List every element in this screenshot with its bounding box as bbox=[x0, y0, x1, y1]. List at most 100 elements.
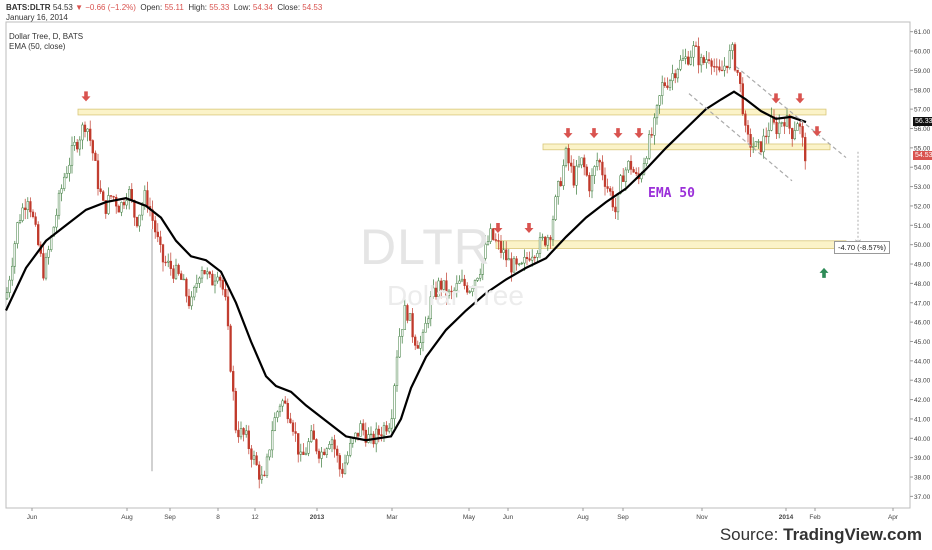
candle-body bbox=[492, 228, 495, 240]
candle-body bbox=[668, 80, 672, 88]
candle-body bbox=[541, 236, 544, 239]
y-tick-label: 48.00 bbox=[914, 281, 931, 288]
x-tick-label: 12 bbox=[251, 514, 259, 521]
candle-body bbox=[796, 123, 799, 131]
candle-body bbox=[341, 468, 344, 474]
candle-body bbox=[96, 160, 100, 189]
candle-body bbox=[180, 273, 183, 280]
candle-body bbox=[765, 135, 768, 138]
candle-body bbox=[440, 280, 443, 290]
candle-body bbox=[694, 45, 698, 47]
candle-body bbox=[798, 123, 802, 127]
candle-body bbox=[429, 296, 432, 320]
candle-body bbox=[583, 157, 586, 168]
candle-body bbox=[546, 237, 549, 246]
candle-body bbox=[778, 122, 781, 135]
candle-body bbox=[424, 323, 427, 333]
price-change: −0.66 (−1.2%) bbox=[85, 3, 136, 12]
candle-body bbox=[252, 455, 256, 460]
y-tick-label: 49.00 bbox=[914, 262, 931, 269]
candle-body bbox=[37, 224, 40, 246]
ema-annotation: EMA 50 bbox=[648, 186, 695, 201]
candle-body bbox=[593, 166, 596, 176]
watermark-symbol: DLTR bbox=[360, 219, 491, 275]
candle-body bbox=[232, 371, 235, 392]
candle-body bbox=[523, 256, 526, 264]
candle-body bbox=[73, 141, 76, 146]
down-arrow-icon bbox=[563, 128, 573, 139]
high-label: High: bbox=[188, 3, 208, 12]
candle-body bbox=[91, 140, 94, 154]
source-brand[interactable]: TradingView.com bbox=[783, 525, 922, 544]
x-tick-label: Jun bbox=[503, 514, 514, 521]
candle-body bbox=[276, 411, 279, 418]
candle-body bbox=[382, 425, 386, 437]
candle-body bbox=[245, 430, 248, 435]
candle-body bbox=[135, 217, 139, 227]
candle-body bbox=[167, 260, 170, 263]
indicator-name[interactable]: EMA (50, close) bbox=[9, 42, 66, 51]
candle-body bbox=[507, 258, 510, 261]
candle-body bbox=[388, 427, 391, 432]
y-tick-label: 42.00 bbox=[914, 397, 931, 404]
candle-body bbox=[26, 201, 29, 211]
candle-body bbox=[401, 329, 404, 337]
candle-body bbox=[479, 274, 482, 279]
candle-body bbox=[55, 214, 58, 228]
candle-body bbox=[325, 448, 328, 455]
candle-body bbox=[528, 258, 531, 261]
candle-body bbox=[559, 181, 562, 187]
x-tick-label: Sep bbox=[164, 514, 176, 521]
candle-body bbox=[190, 296, 193, 307]
candle-body bbox=[754, 141, 757, 147]
candle-body bbox=[466, 285, 469, 293]
candle-body bbox=[746, 125, 750, 135]
candle-body bbox=[720, 69, 724, 72]
candle-body bbox=[564, 148, 568, 166]
candle-body bbox=[453, 289, 456, 292]
candle-body bbox=[16, 222, 19, 244]
candle-body bbox=[624, 169, 627, 182]
candle-body bbox=[650, 134, 653, 136]
candle-body bbox=[744, 113, 747, 126]
candle-body bbox=[343, 462, 347, 474]
candle-body bbox=[674, 73, 677, 79]
candle-body bbox=[544, 236, 547, 246]
candle-body bbox=[484, 243, 487, 259]
candle-body bbox=[154, 220, 157, 233]
candle-body bbox=[398, 336, 401, 358]
series-name: Dollar Tree, D, BATS bbox=[9, 32, 84, 41]
candle-body bbox=[70, 145, 74, 166]
x-tick-label: Aug bbox=[577, 514, 589, 521]
candle-body bbox=[502, 249, 505, 253]
y-tick-label: 44.00 bbox=[914, 358, 931, 365]
candle-body bbox=[159, 236, 162, 245]
candle-body bbox=[632, 169, 635, 173]
down-arrow-icon bbox=[524, 223, 534, 234]
y-tick-label: 46.00 bbox=[914, 320, 931, 327]
candle-body bbox=[723, 65, 726, 71]
candle-body bbox=[551, 219, 555, 240]
candle-body bbox=[570, 162, 573, 167]
y-tick-label: 47.00 bbox=[914, 300, 931, 307]
candle-body bbox=[419, 342, 422, 349]
candle-body bbox=[338, 455, 341, 470]
candle-body bbox=[494, 239, 497, 241]
candle-body bbox=[580, 157, 583, 166]
candle-body bbox=[263, 474, 266, 477]
candle-body bbox=[377, 428, 380, 435]
candle-body bbox=[588, 175, 591, 192]
candle-body bbox=[195, 283, 198, 288]
candle-body bbox=[736, 69, 739, 73]
candle-body bbox=[785, 115, 789, 127]
candle-body bbox=[130, 189, 133, 201]
candle-body bbox=[590, 175, 594, 192]
candle-body bbox=[538, 237, 542, 254]
candle-body bbox=[622, 175, 625, 182]
candle-body bbox=[182, 278, 185, 281]
candle-body bbox=[369, 433, 373, 436]
candle-body bbox=[757, 141, 760, 143]
down-arrow-icon bbox=[81, 91, 91, 102]
y-tick-label: 40.00 bbox=[914, 436, 931, 443]
